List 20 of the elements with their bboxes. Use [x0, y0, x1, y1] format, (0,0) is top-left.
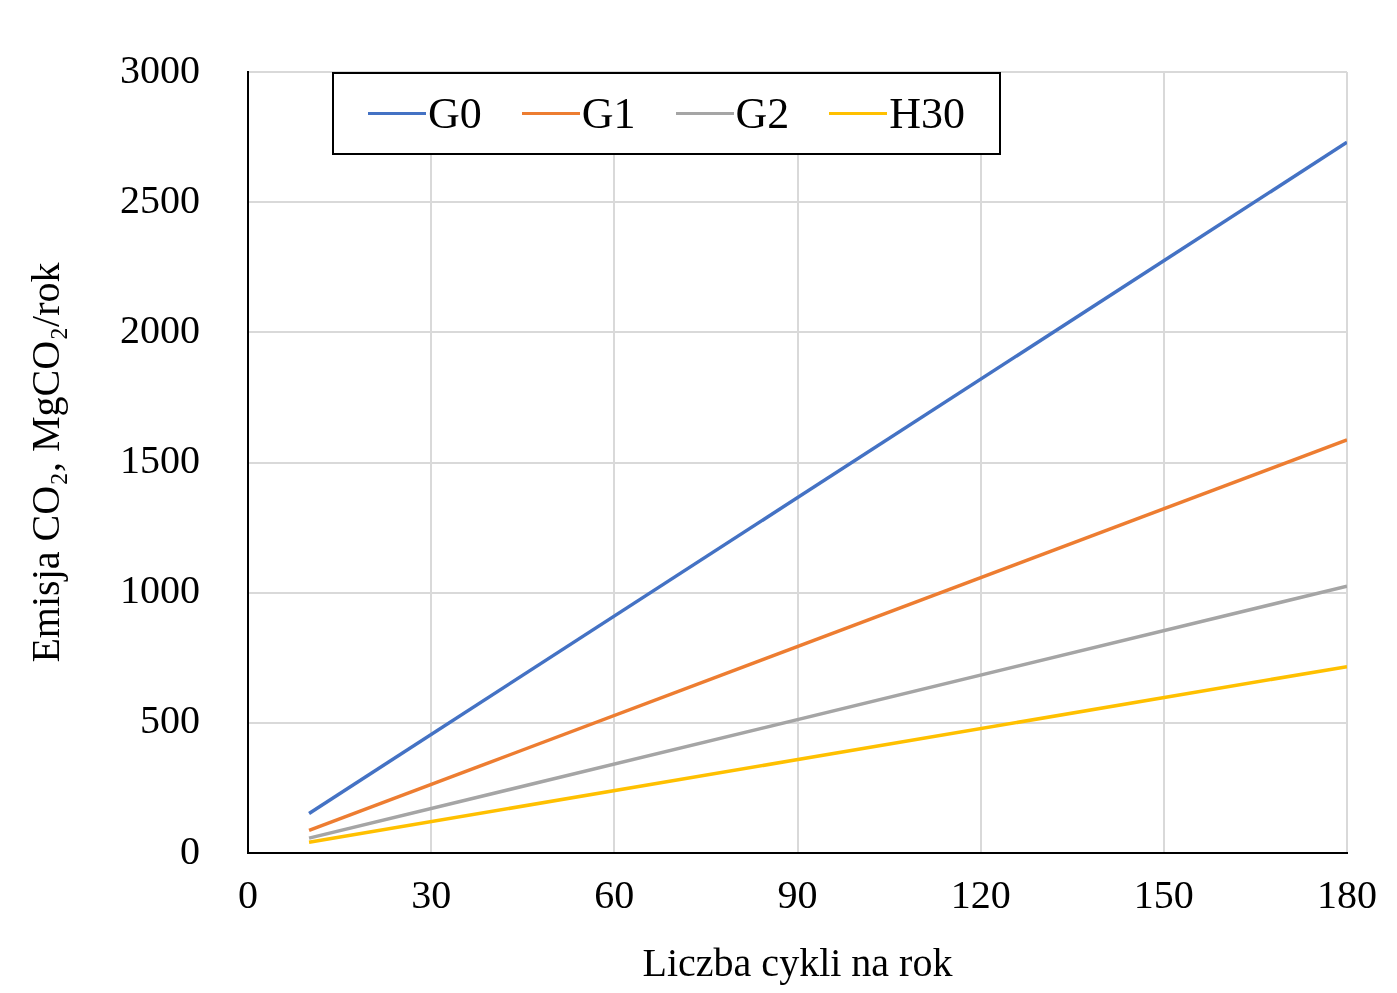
y-tick-label: 1500: [120, 437, 200, 482]
y-tick-label: 2500: [120, 176, 200, 222]
y-axis-title: Emisja CO₂, MgCO₂/rok: [22, 262, 68, 663]
x-tick-label: 60: [594, 871, 635, 917]
y-tick-label: 500: [140, 697, 200, 743]
x-axis-title: Liczba cykli na rok: [642, 939, 953, 985]
y-tick-label: 0: [180, 827, 200, 873]
x-tick-label: 120: [950, 871, 1011, 917]
x-tick-label: 150: [1133, 871, 1194, 917]
x-tick-label: 90: [777, 871, 818, 917]
y-tick-label: 2000: [120, 306, 200, 352]
x-tick-label: 180: [1317, 871, 1377, 917]
x-tick-label: 30: [411, 871, 452, 917]
legend-label: G0: [428, 88, 482, 139]
y-tick-label: 1000: [120, 567, 200, 613]
y-tick-label: 3000: [120, 46, 200, 92]
legend-label: G2: [735, 88, 790, 139]
x-tick-label: 0: [238, 871, 258, 917]
legend-label: H30: [889, 88, 966, 139]
legend-label: G1: [581, 88, 636, 139]
